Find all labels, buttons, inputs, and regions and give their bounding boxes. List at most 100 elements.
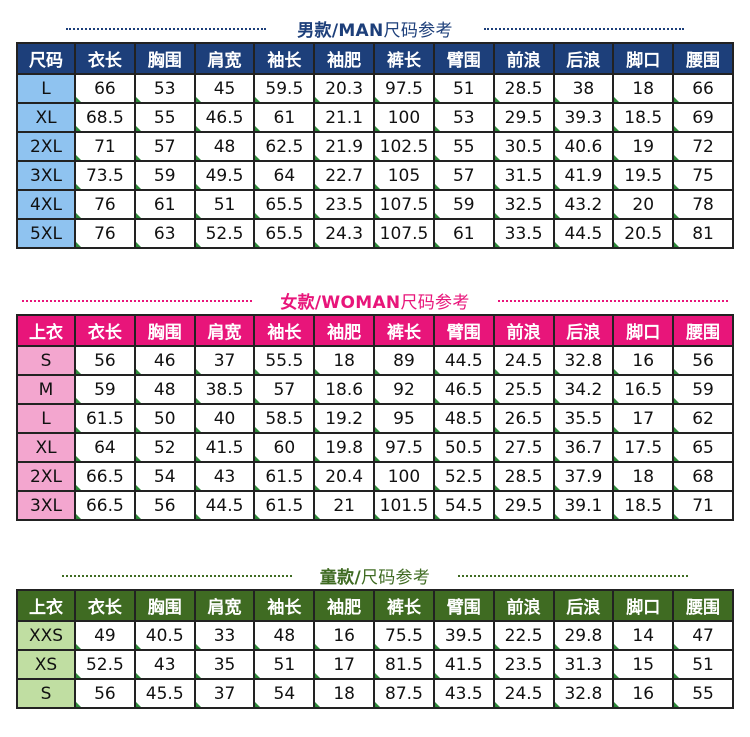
- women-value-cell: 40: [193, 403, 256, 434]
- men-value-cell: 48: [193, 131, 256, 162]
- cell-corner-mark: [135, 213, 141, 218]
- cell-corner-mark: [135, 126, 141, 131]
- men-value-text: 64: [273, 165, 296, 186]
- kids-value-cell: 16: [612, 678, 675, 709]
- cell-corner-mark: [195, 155, 201, 160]
- cell-corner-mark: [195, 213, 201, 218]
- men-value-text: 18: [632, 78, 655, 99]
- men-header-cell: 肩宽: [193, 42, 256, 75]
- cell-corner-mark: [255, 514, 261, 519]
- kids-dots-right: [458, 575, 688, 577]
- men-value-cell: 97.5: [373, 73, 435, 104]
- kids-value-cell: 51: [253, 649, 316, 680]
- men-size-cell: 4XL: [16, 189, 76, 220]
- women-value-text: 43: [213, 466, 236, 487]
- women-size-cell: 3XL: [16, 490, 76, 521]
- cell-corner-mark: [255, 456, 261, 461]
- men-value-text: 45: [213, 78, 236, 99]
- men-value-cell: 81: [672, 218, 734, 249]
- women-value-text: 27.5: [504, 437, 543, 458]
- women-value-text: 38.5: [205, 379, 244, 400]
- men-value-cell: 29.5: [492, 102, 555, 133]
- women-value-text: 34.2: [564, 379, 603, 400]
- women-value-cell: 52: [133, 432, 196, 463]
- cell-corner-mark: [614, 644, 620, 649]
- men-value-text: 22.7: [325, 165, 364, 186]
- cell-corner-mark: [674, 155, 680, 160]
- women-value-cell: 54.5: [432, 490, 495, 521]
- women-size-table: 上衣 衣长 胸围 肩宽 袖长 袖肥 裤长 臂围 前浪 后浪 脚口 腰围 S 56 46 37 55.5 18 89…: [16, 314, 734, 521]
- kids-value-cell: 16: [313, 620, 376, 651]
- men-value-text: 61: [452, 223, 475, 244]
- women-value-text: 37: [213, 350, 236, 371]
- women-value-text: 52: [153, 437, 176, 458]
- women-value-cell: 65: [672, 432, 734, 463]
- women-header-cell: 肩宽: [193, 314, 256, 347]
- cell-corner-mark: [554, 369, 560, 374]
- men-value-cell: 19.5: [612, 160, 675, 191]
- women-value-cell: 57: [253, 374, 316, 405]
- women-value-cell: 97.5: [373, 432, 435, 463]
- cell-corner-mark: [674, 97, 680, 102]
- men-value-cell: 62.5: [253, 131, 316, 162]
- men-header-cell: 前浪: [492, 42, 555, 75]
- women-value-cell: 28.5: [492, 461, 555, 492]
- women-dots-left: [22, 300, 252, 302]
- men-value-cell: 41.9: [552, 160, 615, 191]
- cell-corner-mark: [375, 213, 381, 218]
- cell-corner-mark: [554, 673, 560, 678]
- kids-value-cell: 14: [612, 620, 675, 651]
- cell-corner-mark: [614, 673, 620, 678]
- cell-corner-mark: [494, 126, 500, 131]
- men-value-text: 73.5: [85, 165, 124, 186]
- men-value-text: 21.9: [325, 136, 364, 157]
- women-value-text: 41.5: [205, 437, 244, 458]
- men-value-text: 59.5: [265, 78, 304, 99]
- cell-corner-mark: [76, 485, 81, 490]
- men-value-cell: 59: [133, 160, 196, 191]
- men-value-text: 65.5: [265, 223, 304, 244]
- women-value-cell: 95: [373, 403, 435, 434]
- men-value-text: 53: [153, 78, 176, 99]
- men-value-text: 61: [153, 194, 176, 215]
- cell-corner-mark: [195, 184, 201, 189]
- kids-title-bold: 童款/: [319, 567, 361, 588]
- men-value-cell: 69: [672, 102, 734, 133]
- men-value-text: 52.5: [205, 223, 244, 244]
- men-value-text: 23.5: [325, 194, 364, 215]
- men-value-cell: 20.3: [313, 73, 376, 104]
- cell-corner-mark: [554, 485, 560, 490]
- men-value-text: 21.1: [325, 107, 364, 128]
- men-value-cell: 51: [193, 189, 256, 220]
- women-table-row: 3XL 66.5 56 44.5 61.5 21 101.5 54.5 29.5 39.1 18.5…: [16, 490, 734, 521]
- men-value-cell: 68.5: [74, 102, 136, 133]
- women-value-text: 55.5: [265, 350, 304, 371]
- kids-value-text: 16: [333, 625, 355, 646]
- cell-corner-mark: [255, 398, 261, 403]
- cell-corner-mark: [76, 456, 81, 461]
- men-value-cell: 107.5: [373, 218, 435, 249]
- kids-value-cell: 24.5: [492, 678, 555, 709]
- cell-corner-mark: [315, 673, 321, 678]
- men-value-text: 65.5: [265, 194, 304, 215]
- kids-value-text: 45.5: [145, 683, 184, 704]
- cell-corner-mark: [494, 398, 500, 403]
- cell-corner-mark: [315, 485, 321, 490]
- cell-corner-mark: [494, 97, 500, 102]
- cell-corner-mark: [614, 702, 620, 707]
- cell-corner-mark: [494, 673, 500, 678]
- cell-corner-mark: [554, 184, 560, 189]
- men-value-text: 59: [153, 165, 176, 186]
- women-value-cell: 43: [193, 461, 256, 492]
- men-table-row: 4XL 76 61 51 65.5 23.5 107.5 59 32.5 43.2 20 78: [16, 189, 734, 220]
- kids-value-cell: 87.5: [373, 678, 435, 709]
- women-value-text: 26.5: [504, 408, 543, 429]
- men-value-text: 68.5: [85, 107, 124, 128]
- women-table-row: XL 64 52 41.5 60 19.8 97.5 50.5 27.5 36.7 17.5 65: [16, 432, 734, 463]
- men-value-cell: 44.5: [552, 218, 615, 249]
- cell-corner-mark: [76, 369, 81, 374]
- men-value-text: 62.5: [265, 136, 304, 157]
- men-value-text: 24.3: [325, 223, 364, 244]
- kids-value-text: 43.5: [444, 683, 483, 704]
- women-value-text: 48.5: [444, 408, 483, 429]
